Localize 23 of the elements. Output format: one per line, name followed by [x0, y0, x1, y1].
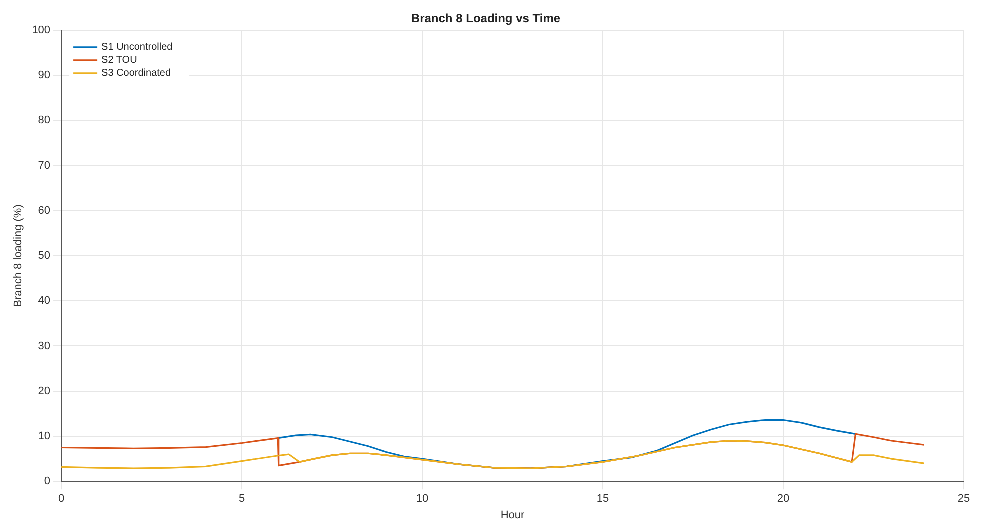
- x-tick-label: 10: [416, 493, 429, 506]
- y-tick-label: 30: [38, 340, 51, 352]
- legend-label: S2 TOU: [102, 55, 138, 66]
- legend-label: S1 Uncontrolled: [102, 42, 173, 54]
- y-tick-label: 40: [38, 295, 51, 308]
- x-tick-label: 20: [777, 493, 790, 506]
- y-tick-label: 90: [38, 70, 51, 82]
- y-tick-label: 0: [44, 476, 51, 488]
- x-tick-label: 5: [238, 493, 246, 506]
- y-tick-label: 60: [38, 204, 51, 217]
- y-tick-label: 20: [38, 385, 51, 398]
- x-tick-label: 15: [596, 493, 610, 506]
- y-axis-title: Branch 8 loading (%): [12, 204, 25, 308]
- y-tick-label: 50: [38, 250, 51, 262]
- x-tick-label: 0: [58, 493, 65, 506]
- y-tick-label: 80: [38, 114, 51, 127]
- y-tick-label: 10: [38, 430, 51, 443]
- x-axis-title: Hour: [500, 509, 526, 522]
- y-tick-label: 70: [38, 160, 51, 172]
- y-tick-label: 100: [32, 24, 51, 36]
- x-tick-label: 25: [958, 493, 970, 506]
- chart-title: Branch 8 Loading vs Time: [411, 12, 561, 26]
- legend-label: S3 Coordinated: [102, 68, 172, 80]
